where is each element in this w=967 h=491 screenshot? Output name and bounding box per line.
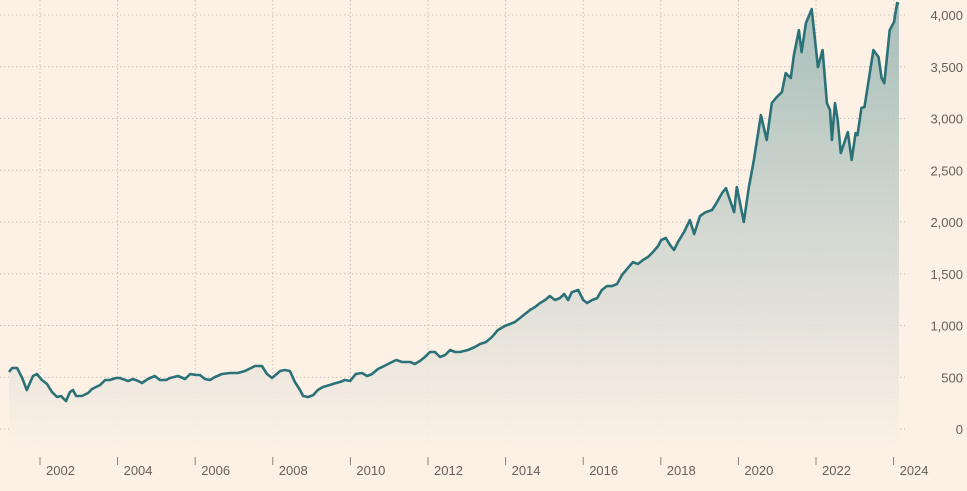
y-tick-label: 1,500 <box>930 267 963 282</box>
y-tick-label: 3,000 <box>930 112 963 127</box>
y-tick-label: 2,000 <box>930 215 963 230</box>
x-tick-label: 2004 <box>124 463 153 478</box>
x-tick-label: 2006 <box>201 463 230 478</box>
y-tick-label: 500 <box>941 370 963 385</box>
x-tick-label: 2008 <box>279 463 308 478</box>
x-tick-label: 2018 <box>667 463 696 478</box>
x-tick-label: 2010 <box>356 463 385 478</box>
x-tick-label: 2002 <box>46 463 75 478</box>
x-axis: 2002 2004 2006 2008 2010 2012 2014 2016 2018 2020… <box>39 457 929 478</box>
y-tick-label: 0 <box>956 422 963 437</box>
x-tick-label: 2024 <box>900 463 929 478</box>
y-tick-label: 1,000 <box>930 319 963 334</box>
x-tick-label: 2022 <box>822 463 851 478</box>
series-area-fill <box>9 3 899 450</box>
y-axis: 0 500 1,000 1,500 2,000 2,500 3,000 3,500 4,000 <box>930 8 963 437</box>
y-tick-label: 4,000 <box>930 8 963 23</box>
x-tick-label: 2012 <box>434 463 463 478</box>
y-tick-label: 3,500 <box>930 60 963 75</box>
x-tick-label: 2016 <box>589 463 618 478</box>
y-tick-label: 2,500 <box>930 163 963 178</box>
x-tick-label: 2020 <box>744 463 773 478</box>
series-line <box>7 1 900 403</box>
x-tick-label: 2014 <box>512 463 541 478</box>
